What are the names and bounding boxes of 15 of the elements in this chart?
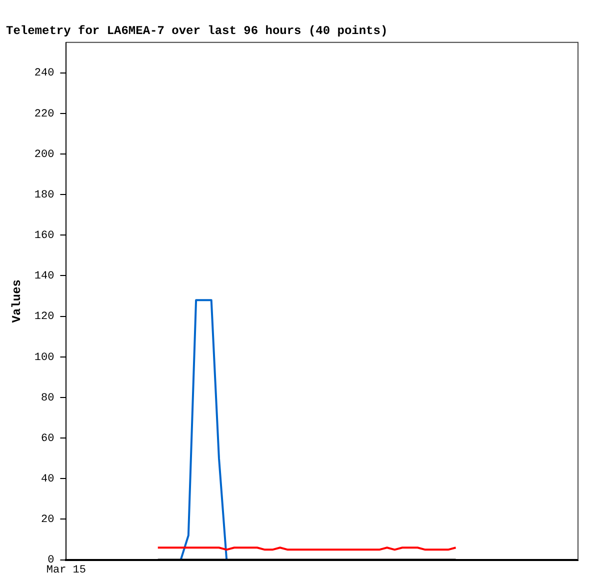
y-tick-label: 160 bbox=[34, 230, 54, 242]
x-tick-label: Mar 15 bbox=[46, 564, 86, 576]
y-tick-label: 220 bbox=[34, 108, 54, 120]
y-tick-label: 200 bbox=[34, 148, 54, 161]
y-tick-label: 140 bbox=[34, 270, 54, 283]
y-axis-title: Values bbox=[10, 279, 24, 323]
y-tick-label: 100 bbox=[34, 352, 54, 364]
y-tick-label: 20 bbox=[41, 514, 54, 526]
y-tick-label: 240 bbox=[34, 68, 54, 80]
y-tick-label: 40 bbox=[41, 474, 54, 486]
y-tick-label: 60 bbox=[41, 432, 54, 445]
y-tick-label: 180 bbox=[34, 189, 54, 202]
chart-title: Telemetry for LA6MEA-7 over last 96 hours (40 points) bbox=[6, 24, 388, 38]
y-tick-label: 80 bbox=[41, 392, 54, 404]
y-tick-label: 120 bbox=[34, 311, 54, 324]
